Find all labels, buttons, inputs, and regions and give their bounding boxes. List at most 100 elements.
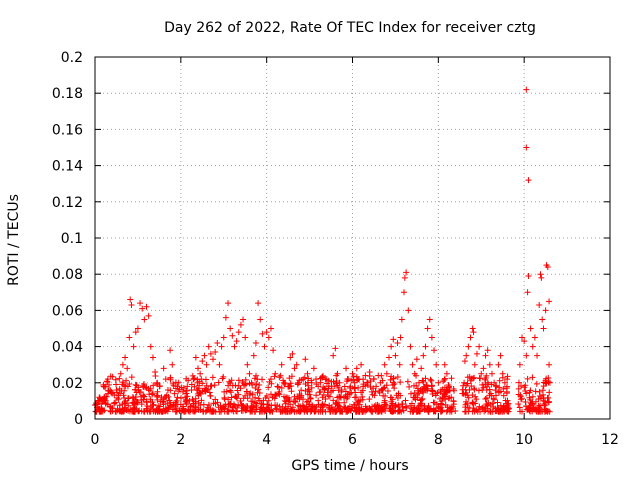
data-point — [302, 356, 309, 363]
data-point — [351, 379, 358, 386]
background-point — [276, 374, 283, 381]
background-point — [545, 399, 552, 406]
background-point — [170, 380, 177, 387]
background-point — [211, 382, 218, 389]
background-point — [196, 382, 203, 389]
background-point — [402, 397, 409, 404]
background-point — [275, 384, 282, 391]
data-point — [259, 330, 266, 337]
background-point — [232, 393, 239, 400]
background-point — [154, 396, 161, 403]
data-point — [270, 347, 277, 354]
data-point — [192, 354, 199, 361]
data-point — [323, 376, 330, 383]
data-point — [257, 316, 264, 323]
background-point — [320, 402, 327, 409]
data-point — [201, 352, 208, 359]
data-point — [534, 352, 541, 359]
background-point — [437, 408, 444, 415]
data-point — [171, 390, 178, 397]
background-point — [200, 408, 207, 415]
data-point — [338, 387, 345, 394]
background-point — [532, 398, 539, 405]
data-point — [471, 361, 478, 368]
background-point — [452, 408, 459, 415]
data-point — [229, 332, 236, 339]
background-point — [192, 398, 199, 405]
x-tick-label: 4 — [262, 432, 271, 448]
background-point — [249, 398, 256, 405]
background-point — [244, 388, 251, 395]
x-tick-label: 6 — [348, 432, 357, 448]
data-point — [519, 334, 526, 341]
background-point — [542, 398, 549, 405]
background-point — [533, 380, 540, 387]
background-point — [268, 380, 275, 387]
background-point — [241, 406, 248, 413]
background-point — [128, 374, 135, 381]
background-point — [277, 408, 284, 415]
background-point — [417, 402, 424, 409]
background-point — [330, 378, 337, 385]
background-point — [225, 396, 232, 403]
background-point — [471, 407, 478, 414]
background-point — [229, 404, 236, 411]
background-point — [363, 406, 370, 413]
y-tick-label: 0.02 — [52, 376, 83, 392]
background-point — [198, 397, 205, 404]
background-point — [150, 382, 157, 389]
background-point — [397, 379, 404, 386]
background-point — [299, 402, 306, 409]
background-point — [315, 408, 322, 415]
background-point — [515, 379, 522, 386]
data-point — [379, 387, 386, 394]
background-point — [293, 395, 300, 402]
data-point — [473, 350, 480, 357]
data-point — [362, 372, 369, 379]
background-point — [295, 407, 302, 414]
background-point — [428, 406, 435, 413]
background-point — [383, 382, 390, 389]
data-point — [355, 376, 362, 383]
background-point — [333, 407, 340, 414]
background-point — [342, 388, 349, 395]
data-point — [255, 300, 262, 307]
background-point — [240, 402, 247, 409]
data-point — [539, 316, 546, 323]
background-point — [537, 402, 544, 409]
data-point — [173, 397, 180, 404]
data-point — [525, 177, 532, 184]
data-point — [409, 361, 416, 368]
background-point — [366, 396, 373, 403]
background-point — [364, 405, 371, 412]
data-point — [252, 339, 259, 346]
background-point — [384, 387, 391, 394]
background-point — [406, 383, 413, 390]
data-point — [476, 343, 483, 350]
background-point — [247, 407, 254, 414]
data-point — [132, 329, 139, 336]
background-point — [317, 375, 324, 382]
background-point — [105, 381, 112, 388]
data-point — [139, 305, 146, 312]
background-point — [481, 408, 488, 415]
background-point — [483, 395, 490, 402]
background-point — [228, 377, 235, 384]
background-point — [463, 390, 470, 397]
data-point — [113, 387, 120, 394]
data-point — [195, 365, 201, 372]
data-point — [426, 316, 433, 323]
data-point — [353, 365, 360, 372]
background-point — [350, 376, 357, 383]
data-point — [115, 396, 122, 403]
background-point — [462, 404, 469, 411]
background-point — [482, 407, 489, 414]
data-point — [263, 329, 270, 336]
data-point — [272, 370, 279, 377]
background-point — [130, 405, 137, 412]
data-point — [175, 379, 182, 386]
data-point — [167, 347, 174, 354]
data-point — [220, 334, 227, 341]
data-point — [244, 361, 251, 368]
background-point — [162, 406, 169, 413]
